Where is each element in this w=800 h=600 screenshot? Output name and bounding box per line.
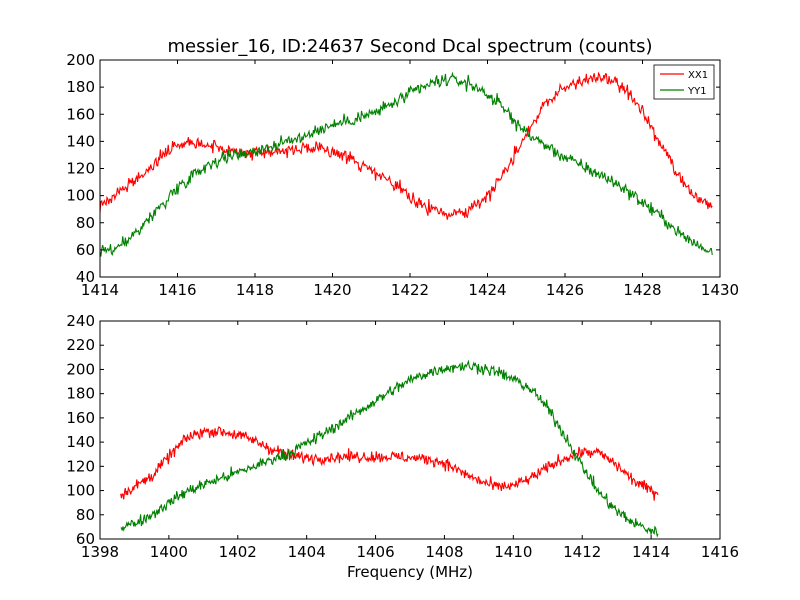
series-line-xx1 <box>100 71 713 220</box>
y-tick-label: 160 <box>66 105 95 123</box>
series-line-xx1 <box>120 425 659 501</box>
x-tick-label: 1414 <box>632 543 670 561</box>
x-tick-label: 1430 <box>701 281 739 299</box>
y-tick-label: 200 <box>66 51 95 69</box>
x-tick-label: 1420 <box>313 281 351 299</box>
legend-label-yy1: YY1 <box>687 86 707 97</box>
y-tick-label: 200 <box>66 360 95 378</box>
top-subplot: messier_16, ID:24637 Second Dcal spectru… <box>66 36 739 299</box>
y-tick-label: 240 <box>66 312 95 330</box>
x-tick-label: 1410 <box>494 543 532 561</box>
series-line-yy1 <box>120 359 659 538</box>
chart-title: messier_16, ID:24637 Second Dcal spectru… <box>168 36 653 57</box>
y-tick-label: 140 <box>66 433 95 451</box>
x-tick-label: 1412 <box>563 543 601 561</box>
y-tick-label: 80 <box>76 506 95 524</box>
y-tick-label: 180 <box>66 78 95 96</box>
x-tick-label: 1418 <box>236 281 274 299</box>
y-tick-label: 100 <box>66 482 95 500</box>
bottom-plot-frame <box>99 320 721 540</box>
top-plot-frame <box>99 59 721 278</box>
y-tick-label: 120 <box>66 160 95 178</box>
legend-label-xx1: XX1 <box>688 70 708 81</box>
x-tick-label: 1414 <box>81 281 119 299</box>
y-tick-label: 80 <box>76 214 95 232</box>
x-tick-label: 1422 <box>391 281 429 299</box>
x-tick-label: 1398 <box>81 543 119 561</box>
y-tick-label: 60 <box>76 241 95 259</box>
bottom-subplot: 1398 1400 1402 1404 1406 1408 1410 1412 1414 1416… <box>66 312 739 581</box>
x-tick-label: 1424 <box>468 281 506 299</box>
x-tick-label: 1404 <box>288 543 326 561</box>
x-tick-label: 1416 <box>701 543 739 561</box>
x-tick-label: 1402 <box>219 543 257 561</box>
x-tick-label: 1426 <box>546 281 584 299</box>
y-tick-label: 40 <box>76 268 95 286</box>
series-line-yy1 <box>100 71 713 257</box>
y-tick-label: 160 <box>66 409 95 427</box>
x-tick-label: 1428 <box>623 281 661 299</box>
x-axis-label: Frequency (MHz) <box>347 563 473 581</box>
x-tick-label: 1400 <box>150 543 188 561</box>
y-tick-label: 60 <box>76 530 95 548</box>
y-tick-label: 220 <box>66 336 95 354</box>
y-tick-label: 180 <box>66 385 95 403</box>
x-tick-label: 1406 <box>356 543 394 561</box>
y-tick-label: 140 <box>66 132 95 150</box>
x-tick-label: 1416 <box>158 281 196 299</box>
legend: XX1 YY1 <box>653 64 715 100</box>
y-tick-label: 120 <box>66 457 95 475</box>
legend-box <box>653 64 715 100</box>
y-tick-label: 100 <box>66 187 95 205</box>
x-tick-label: 1408 <box>425 543 463 561</box>
